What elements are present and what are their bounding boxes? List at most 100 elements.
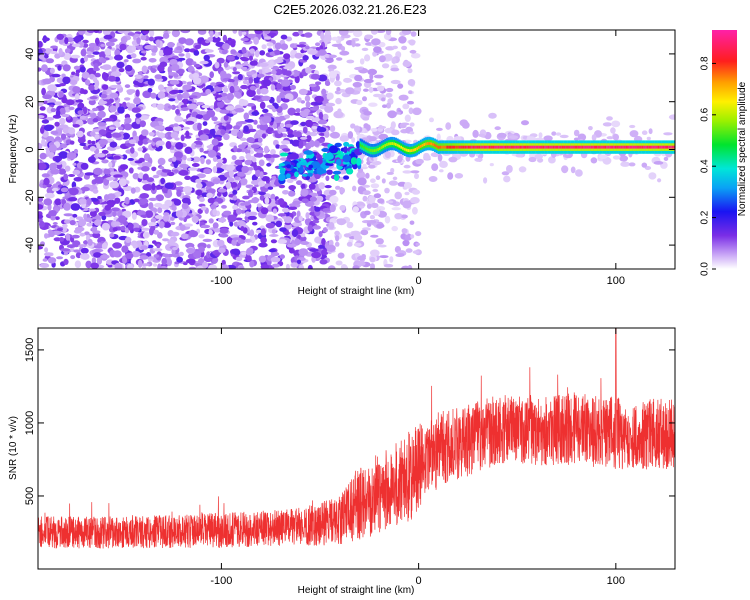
spectrogram-cell bbox=[78, 198, 87, 205]
spectrogram-cell bbox=[400, 122, 410, 126]
carrier-cell-core bbox=[464, 145, 467, 149]
spectrogram-cell bbox=[384, 215, 391, 224]
spectrogram-cell bbox=[92, 51, 100, 55]
spectrogram-cell bbox=[327, 265, 336, 269]
spectrogram-cell bbox=[226, 55, 235, 61]
spectrogram-cell bbox=[201, 261, 209, 269]
spectrogram-cell bbox=[124, 84, 131, 88]
spectrogram-cell bbox=[200, 206, 207, 211]
spectrogram-cell bbox=[240, 226, 245, 232]
spectrogram-cell bbox=[331, 36, 339, 41]
spectrogram-cell bbox=[120, 36, 128, 44]
spectrogram-cell bbox=[362, 190, 371, 196]
spectrogram-cell bbox=[264, 68, 272, 73]
carrier-cell-core bbox=[510, 145, 513, 149]
spectrogram-cell bbox=[315, 53, 321, 57]
carrier-cell-core bbox=[446, 145, 449, 149]
spectrogram-cell bbox=[289, 152, 299, 160]
spectrogram-cell bbox=[266, 42, 274, 47]
spectrogram-cell bbox=[310, 161, 321, 169]
spectrogram-cell bbox=[260, 264, 270, 269]
spectrogram-cell bbox=[300, 121, 307, 127]
spectrogram-cell bbox=[193, 50, 200, 56]
spectrogram-cell bbox=[381, 63, 390, 69]
spectrogram-cell bbox=[65, 233, 71, 241]
carrier-cell-core bbox=[620, 145, 623, 149]
spectrogram-cell bbox=[407, 79, 416, 86]
carrier-cell-core bbox=[405, 148, 408, 152]
spectrogram-cell bbox=[203, 168, 212, 174]
spectrogram-cell bbox=[82, 39, 89, 44]
spectrogram-cell bbox=[99, 100, 108, 105]
spectrogram-cell bbox=[187, 103, 198, 110]
spectrogram-cell bbox=[329, 204, 336, 213]
spectrogram-cell bbox=[243, 125, 249, 132]
spectrogram-cell bbox=[174, 181, 183, 186]
spectrogram-cell bbox=[195, 114, 204, 119]
spectrogram-cell bbox=[133, 135, 139, 141]
spectrogram-cell bbox=[100, 254, 110, 259]
spectrogram-cell bbox=[218, 217, 227, 223]
spectrogram-cell bbox=[369, 73, 374, 80]
spectrogram-cell bbox=[231, 239, 237, 246]
spectrogram-cell bbox=[368, 195, 376, 203]
spectrogram-cell bbox=[184, 146, 193, 154]
spectrogram-cell bbox=[270, 239, 277, 244]
spectrogram-cell bbox=[72, 169, 81, 175]
spectrogram-cell bbox=[280, 79, 291, 87]
spectrogram-cell bbox=[253, 119, 258, 125]
spectrogram-cell bbox=[212, 178, 221, 185]
spectrogram-cell bbox=[258, 159, 265, 167]
carrier-cell-core bbox=[448, 145, 451, 149]
spectrogram-cell bbox=[414, 173, 419, 180]
spectrogram-cell bbox=[151, 52, 156, 56]
spectrogram-cell bbox=[211, 138, 219, 146]
spectrogram-cell bbox=[375, 82, 382, 86]
spectrogram-cell bbox=[74, 260, 82, 269]
spectrogram-cell bbox=[296, 162, 301, 169]
spectrogram-cell bbox=[364, 34, 374, 40]
spectrogram-cell bbox=[328, 145, 339, 154]
spectrogram-cell bbox=[270, 251, 280, 257]
carrier-cell-core bbox=[471, 145, 474, 149]
spectrogram-cell bbox=[246, 103, 255, 107]
spectrogram-cell bbox=[391, 129, 400, 136]
spectrogram-cell bbox=[287, 206, 298, 210]
carrier-cell-core bbox=[641, 145, 644, 149]
spectrogram-cell bbox=[206, 244, 211, 249]
spectrogram-cell bbox=[151, 166, 157, 172]
spectrogram-cell bbox=[140, 227, 151, 231]
spectrogram-cell bbox=[170, 216, 175, 221]
spectrogram-cell bbox=[178, 37, 187, 44]
spectrogram-cell bbox=[310, 205, 315, 213]
spectrogram-cell bbox=[346, 59, 355, 64]
spectrogram-cell bbox=[264, 30, 270, 35]
carrier-cell-core bbox=[490, 145, 493, 149]
spectrogram-cell bbox=[88, 84, 95, 91]
spectrogram-cell bbox=[340, 46, 346, 52]
spectrogram-cell bbox=[342, 154, 351, 163]
spectrogram-cell bbox=[198, 246, 205, 253]
carrier-cell-core bbox=[670, 145, 673, 149]
spectrogram-cell bbox=[249, 260, 255, 268]
spectrogram-cell bbox=[415, 231, 422, 237]
spectrogram-cell bbox=[72, 213, 78, 218]
spectrogram-cell bbox=[347, 30, 355, 33]
spectrogram-cell bbox=[369, 215, 375, 220]
spectrogram-cell bbox=[165, 243, 174, 251]
spectrogram-cell bbox=[140, 166, 150, 172]
carrier-cell-core bbox=[474, 145, 477, 149]
spectrogram-cell bbox=[346, 168, 354, 175]
carrier-cell-core bbox=[460, 145, 463, 149]
spectrogram-cell bbox=[124, 227, 130, 234]
snr-panel: -100 0 100 500 1000 1500 Height of straight … bbox=[8, 327, 676, 596]
spectrogram-cell bbox=[309, 248, 319, 252]
spectrogram-cell bbox=[41, 173, 50, 178]
spectrogram-cell bbox=[141, 219, 148, 227]
spectrogram-cell bbox=[271, 69, 277, 75]
spectrogram-cell bbox=[139, 193, 150, 199]
spectrogram-cell bbox=[259, 101, 266, 110]
spectrogram-cell bbox=[134, 160, 143, 164]
spectrogram-cell bbox=[44, 54, 49, 59]
spectrogram-cell bbox=[339, 135, 349, 142]
